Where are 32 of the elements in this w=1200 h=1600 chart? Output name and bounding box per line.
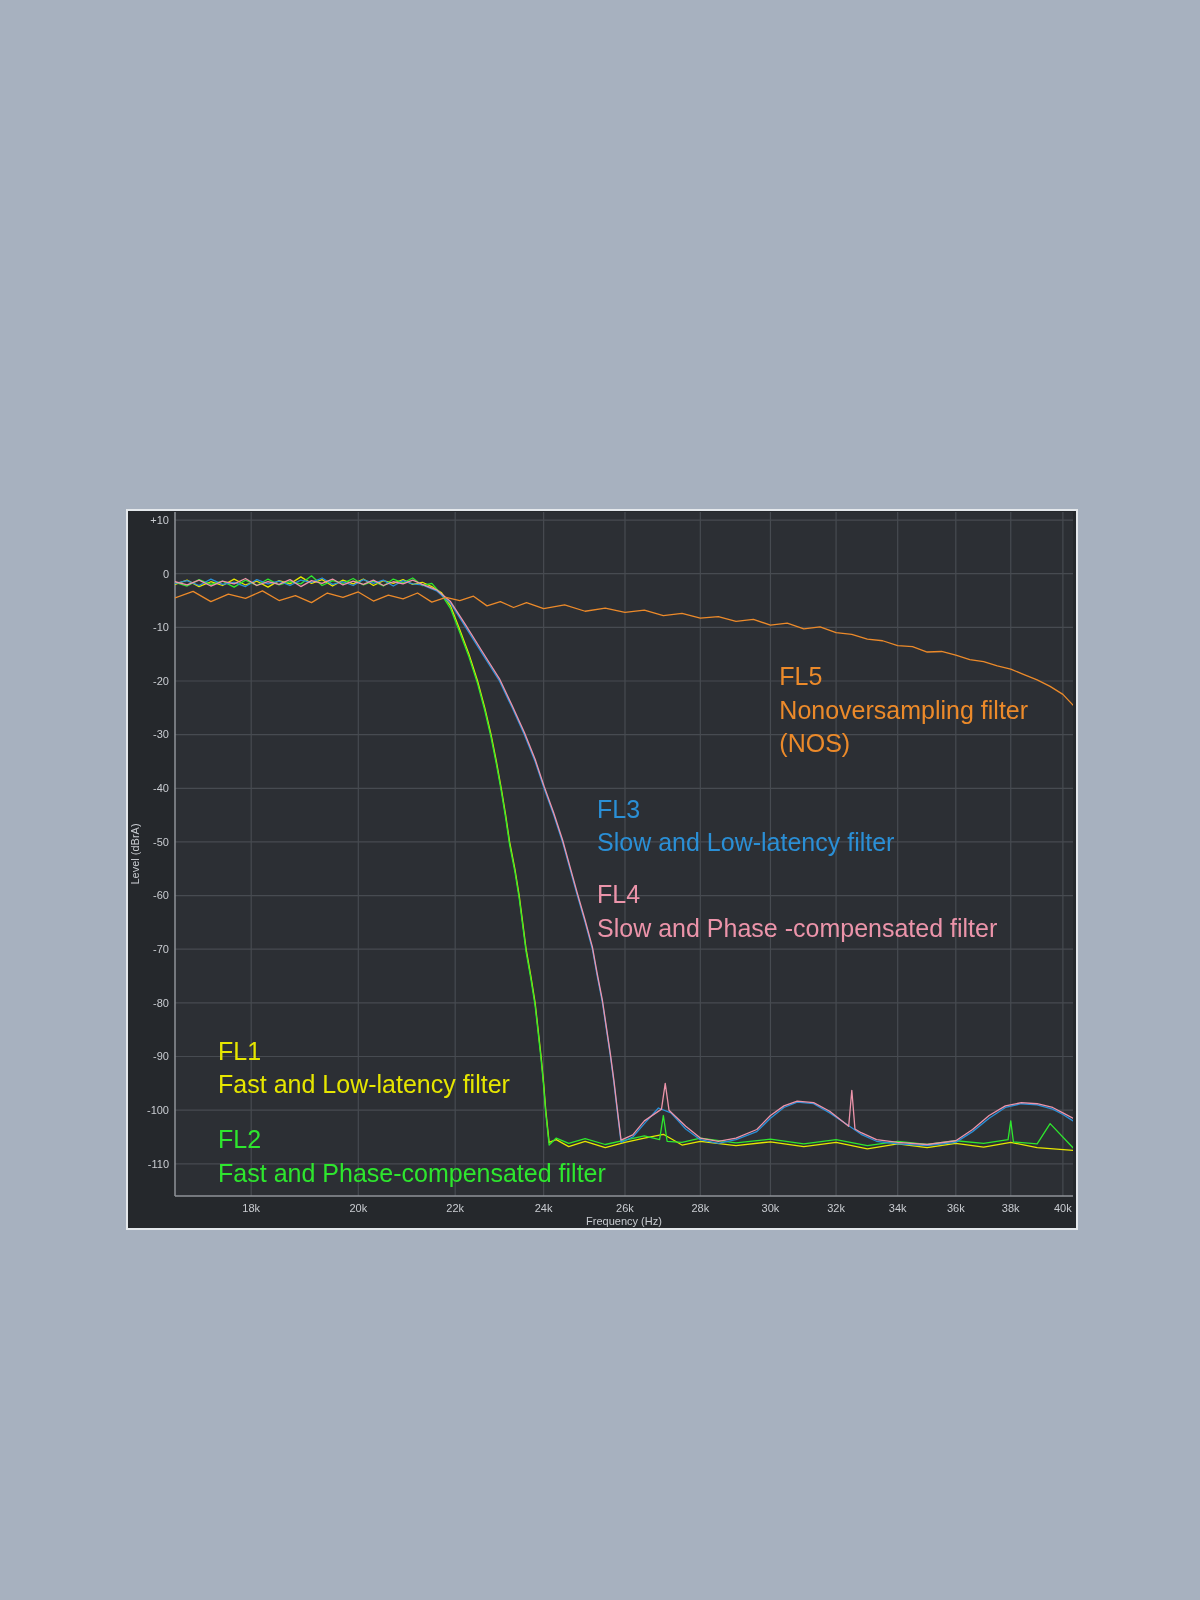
series-label: FL1 Fast and Low-latency filter (218, 1036, 510, 1099)
y-tick-label: -70 (153, 943, 169, 956)
x-tick-label: 34k (888, 1202, 908, 1214)
y-tick-label: -30 (153, 728, 169, 741)
x-tick-label: 26k (616, 1202, 635, 1214)
x-tick-label: 24k (534, 1202, 553, 1214)
x-tick-label: 30k (761, 1202, 780, 1214)
x-tick-label: 28k (691, 1202, 710, 1214)
x-tick-label: 40k (1054, 1202, 1073, 1214)
y-tick-label: -90 (153, 1050, 169, 1063)
x-tick-label: 36k (946, 1202, 966, 1214)
x-tick-label: 32k (827, 1202, 846, 1214)
series-label: FL2 Fast and Phase-compensated filter (218, 1125, 606, 1187)
x-tick-label: 22k (446, 1202, 465, 1214)
x-axis-title: Frequency (Hz) (586, 1215, 662, 1227)
y-tick-label: -50 (153, 835, 169, 848)
series-label: FL3 Slow and Low-latency filter (597, 794, 895, 857)
y-tick-label: -80 (153, 996, 169, 1009)
y-tick-label: -10 (153, 621, 169, 634)
y-tick-label: -40 (153, 782, 169, 795)
y-tick-label: -100 (146, 1104, 169, 1117)
x-tick-label: 18k (242, 1202, 261, 1214)
y-tick-label: 0 (162, 567, 169, 580)
series-label: FL4 Slow and Phase -compensated filter (597, 880, 998, 942)
y-tick-label: -20 (153, 674, 169, 687)
series-label: FL5 Nonoversampling filter (NOS) (779, 662, 1029, 758)
x-tick-label: 20k (349, 1202, 368, 1214)
y-tick-label: -110 (147, 1157, 169, 1170)
x-tick-label: 38k (1001, 1202, 1021, 1214)
y-tick-label: -60 (153, 889, 169, 902)
y-axis-title: Level (dBrA) (129, 823, 141, 885)
y-tick-label: +10 (150, 513, 169, 526)
